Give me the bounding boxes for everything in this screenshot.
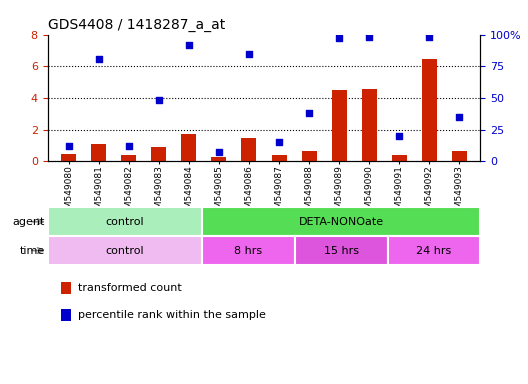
- Point: [155, 98, 163, 104]
- Point: [365, 34, 373, 40]
- Bar: [181, 134, 196, 161]
- Text: control: control: [106, 245, 144, 256]
- Bar: [388, 236, 480, 265]
- Bar: [61, 282, 71, 294]
- Bar: [91, 144, 106, 161]
- Bar: [61, 154, 76, 161]
- Bar: [362, 89, 377, 161]
- Bar: [452, 151, 467, 161]
- Point: [95, 56, 103, 62]
- Text: agent: agent: [13, 217, 45, 227]
- Point: [425, 34, 433, 40]
- Point: [395, 133, 403, 139]
- Bar: [121, 155, 136, 161]
- Point: [335, 35, 343, 41]
- Bar: [202, 207, 480, 236]
- Point: [64, 143, 73, 149]
- Point: [275, 139, 283, 146]
- Text: transformed count: transformed count: [78, 283, 182, 293]
- Bar: [202, 236, 295, 265]
- Point: [185, 41, 193, 48]
- Bar: [332, 90, 347, 161]
- Bar: [211, 157, 227, 161]
- Bar: [151, 147, 166, 161]
- Text: percentile rank within the sample: percentile rank within the sample: [78, 310, 266, 320]
- Point: [455, 114, 464, 120]
- Text: 15 hrs: 15 hrs: [324, 245, 359, 256]
- Point: [125, 143, 133, 149]
- Bar: [48, 207, 202, 236]
- Bar: [61, 309, 71, 321]
- Bar: [301, 151, 317, 161]
- Bar: [241, 137, 257, 161]
- Bar: [271, 155, 287, 161]
- Point: [305, 110, 313, 116]
- Text: GDS4408 / 1418287_a_at: GDS4408 / 1418287_a_at: [48, 18, 225, 32]
- Text: DETA-NONOate: DETA-NONOate: [299, 217, 384, 227]
- Point: [215, 149, 223, 156]
- Bar: [48, 236, 202, 265]
- Point: [245, 51, 253, 57]
- Bar: [392, 155, 407, 161]
- Text: time: time: [20, 245, 45, 256]
- Text: 8 hrs: 8 hrs: [234, 245, 262, 256]
- Text: 24 hrs: 24 hrs: [417, 245, 452, 256]
- Text: control: control: [106, 217, 144, 227]
- Bar: [422, 59, 437, 161]
- Bar: [295, 236, 388, 265]
